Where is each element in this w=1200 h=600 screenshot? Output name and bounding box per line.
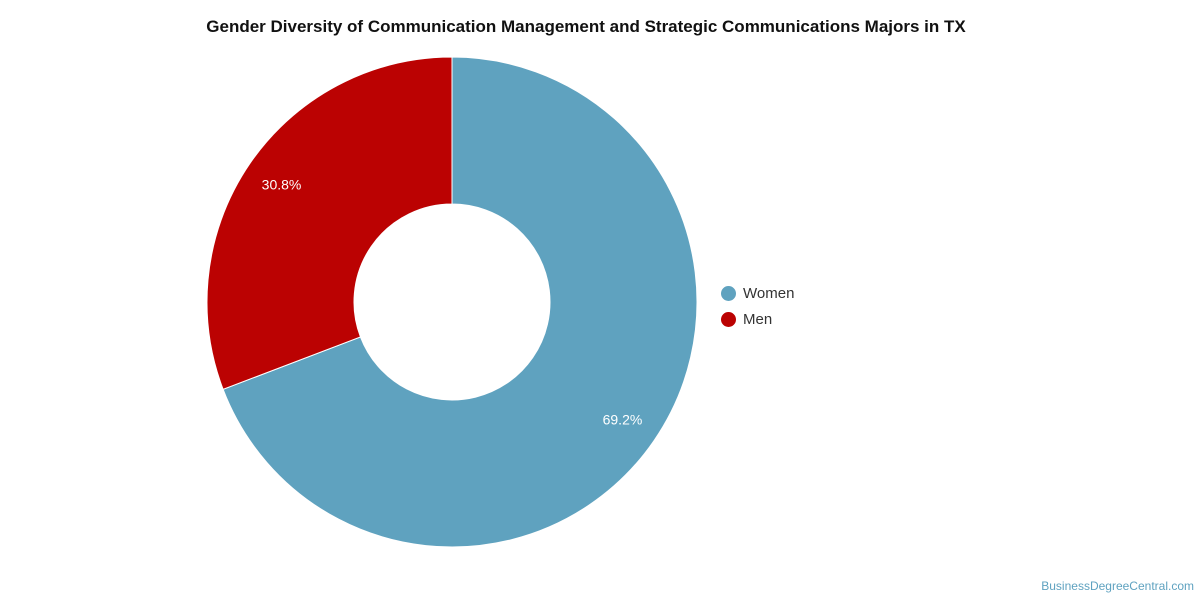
slice-men[interactable] <box>206 56 453 390</box>
slice-label-women: 69.2% <box>603 411 643 427</box>
chart-title: Gender Diversity of Communication Manage… <box>206 17 966 36</box>
legend-item-women[interactable]: Women <box>721 280 794 306</box>
slice-label-men: 30.8% <box>262 177 302 193</box>
slice-women[interactable] <box>222 56 698 548</box>
legend-label-women: Women <box>743 284 795 302</box>
legend-swatch-men <box>721 311 736 327</box>
legend-label-men: Men <box>743 310 773 328</box>
legend: Women Men <box>721 280 794 332</box>
source-link[interactable]: BusinessDegreeCentral.com <box>1041 579 1194 593</box>
legend-item-men[interactable]: Men <box>721 306 794 332</box>
legend-swatch-women <box>721 285 736 301</box>
